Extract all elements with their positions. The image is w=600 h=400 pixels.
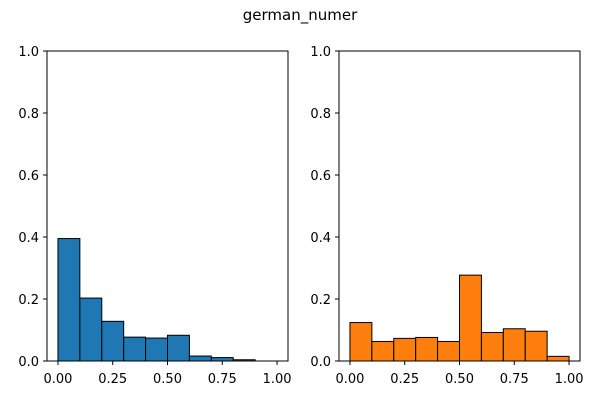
x-tick-label: 0.50 <box>445 372 474 387</box>
y-tick-label: 1.0 <box>18 45 39 60</box>
histogram-bar <box>167 334 190 362</box>
y-tick-label: 1.0 <box>310 45 331 60</box>
y-tick-label: 0.2 <box>18 293 39 308</box>
histogram-bar <box>502 328 526 362</box>
histogram-bar <box>349 322 373 362</box>
histogram-bar <box>57 238 81 362</box>
x-tick-label: 1.00 <box>263 372 292 387</box>
histogram-bar <box>393 337 417 362</box>
x-tick-label: 0.25 <box>98 372 127 387</box>
y-tick-label: 0.6 <box>18 169 39 184</box>
x-tick-label: 1.00 <box>555 372 584 387</box>
y-tick-label: 0.4 <box>18 231 39 246</box>
figure-title: german_numer <box>243 6 358 25</box>
histogram-bar <box>371 340 395 362</box>
histogram-bar <box>210 357 234 362</box>
y-tick-label: 0.6 <box>310 169 331 184</box>
histogram-panel-left: 0.00 0.25 0.50 0.75 1.00 0.0 0.2 0.4 0.6 0.8 1.0 <box>18 45 291 387</box>
histogram-bar <box>459 274 482 362</box>
histogram-bar <box>546 355 570 362</box>
y-tick-label: 0.0 <box>310 355 331 370</box>
histogram-bar <box>79 297 103 362</box>
histogram-bar <box>101 320 125 362</box>
histogram-bar <box>415 336 439 362</box>
x-tick-label: 0.00 <box>43 372 72 387</box>
y-tick-label: 0.8 <box>310 107 331 122</box>
histogram-bar <box>145 337 169 362</box>
x-tick-label: 0.25 <box>390 372 419 387</box>
histogram-bar <box>123 336 147 362</box>
histogram-bar <box>437 340 461 362</box>
histogram-panel-right: 0.00 0.25 0.50 0.75 1.00 0.0 0.2 0.4 0.6 0.8 1.0 <box>310 45 583 387</box>
y-tick-label: 0.8 <box>18 107 39 122</box>
x-tick-label: 0.75 <box>208 372 237 387</box>
y-tick-label: 0.4 <box>310 231 331 246</box>
x-tick-label: 0.50 <box>153 372 182 387</box>
histogram-bar <box>524 330 548 362</box>
histogram-bar <box>480 331 504 362</box>
histogram-bar <box>188 355 212 362</box>
x-tick-label: 0.75 <box>500 372 529 387</box>
x-tick-label: 0.00 <box>335 372 364 387</box>
y-tick-label: 0.2 <box>310 293 331 308</box>
y-tick-label: 0.0 <box>18 355 39 370</box>
